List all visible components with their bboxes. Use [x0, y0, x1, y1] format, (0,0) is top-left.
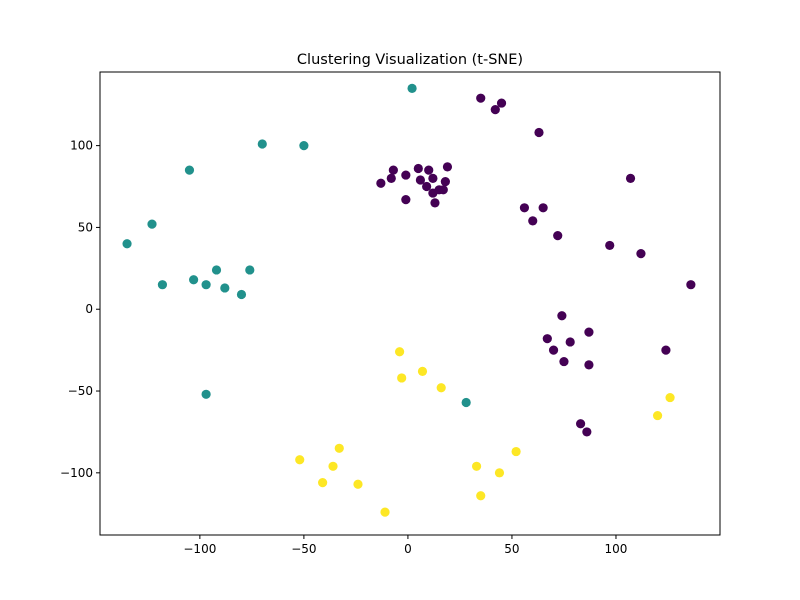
point-cluster-2: [494, 468, 505, 478]
point-cluster-0: [636, 249, 646, 259]
point-cluster-2: [436, 383, 446, 393]
x-tick-label: 0: [404, 542, 412, 556]
plot-area-frame: [99, 71, 721, 536]
y-tick-label: −50: [68, 384, 93, 398]
point-cluster-0: [519, 203, 530, 213]
point-cluster-2: [511, 446, 521, 457]
point-cluster-0: [557, 311, 567, 321]
point-cluster-0: [553, 231, 563, 241]
point-cluster-0: [442, 162, 453, 172]
point-cluster-0: [605, 240, 615, 251]
x-tick-label: −100: [183, 542, 216, 556]
point-cluster-0: [428, 173, 438, 183]
point-cluster-0: [415, 175, 425, 185]
y-tick-label: 0: [85, 302, 93, 316]
point-cluster-0: [476, 93, 486, 103]
y-axis: −100 −50 0 50 100: [60, 139, 100, 480]
y-tick-label: 50: [78, 220, 93, 234]
point-cluster-0: [413, 163, 423, 174]
point-cluster-0: [584, 360, 594, 370]
point-cluster-2: [380, 507, 390, 517]
x-tick-label: 100: [605, 542, 628, 556]
point-cluster-0: [388, 165, 398, 175]
point-cluster-0: [401, 195, 411, 205]
point-cluster-2: [334, 443, 344, 453]
point-cluster-0: [582, 427, 592, 437]
point-cluster-0: [438, 185, 448, 195]
point-cluster-2: [295, 455, 305, 465]
point-cluster-1: [236, 289, 247, 300]
point-cluster-0: [584, 327, 594, 337]
point-cluster-0: [424, 165, 434, 175]
point-cluster-0: [565, 337, 575, 347]
point-cluster-1: [184, 165, 195, 175]
point-cluster-0: [430, 198, 440, 208]
point-cluster-0: [534, 127, 544, 138]
point-cluster-0: [496, 98, 507, 108]
point-cluster-2: [652, 410, 663, 421]
point-cluster-0: [376, 178, 386, 188]
point-cluster-0: [490, 105, 500, 115]
point-cluster-1: [257, 139, 267, 149]
point-cluster-1: [122, 239, 132, 249]
point-cluster-1: [245, 265, 255, 275]
point-cluster-1: [220, 283, 230, 293]
point-cluster-0: [542, 334, 552, 344]
point-cluster-0: [440, 177, 450, 187]
y-tick-label: 100: [70, 139, 93, 153]
point-cluster-2: [397, 373, 407, 383]
point-cluster-1: [147, 219, 157, 229]
point-cluster-0: [386, 173, 396, 183]
x-tick-label: 50: [504, 542, 519, 556]
point-cluster-0: [422, 181, 432, 192]
point-cluster-0: [576, 419, 586, 429]
point-cluster-2: [328, 461, 338, 471]
point-cluster-1: [299, 141, 309, 151]
point-cluster-1: [461, 397, 471, 408]
point-cluster-2: [665, 392, 675, 403]
point-cluster-2: [353, 479, 363, 489]
point-cluster-0: [528, 216, 538, 226]
point-cluster-2: [318, 478, 328, 488]
chart-title: Clustering Visualization (t-SNE): [297, 52, 523, 68]
point-cluster-2: [395, 347, 405, 357]
x-axis: −100 −50 0 50 100: [183, 535, 627, 556]
point-cluster-0: [401, 170, 411, 180]
point-cluster-1: [201, 389, 211, 399]
point-cluster-0: [559, 356, 569, 367]
point-cluster-1: [211, 265, 222, 275]
point-cluster-1: [201, 280, 211, 290]
point-cluster-0: [538, 203, 548, 213]
x-tick-label: −50: [291, 542, 316, 556]
point-cluster-1: [407, 83, 417, 93]
point-cluster-2: [417, 366, 428, 376]
point-cluster-0: [686, 280, 696, 290]
data-points: [122, 83, 696, 517]
point-cluster-0: [661, 345, 671, 355]
point-cluster-0: [548, 345, 559, 355]
y-tick-label: −100: [60, 466, 93, 480]
point-cluster-2: [471, 461, 482, 471]
point-cluster-2: [476, 491, 486, 501]
point-cluster-1: [189, 275, 199, 285]
point-cluster-0: [625, 173, 636, 183]
point-cluster-1: [157, 280, 168, 290]
